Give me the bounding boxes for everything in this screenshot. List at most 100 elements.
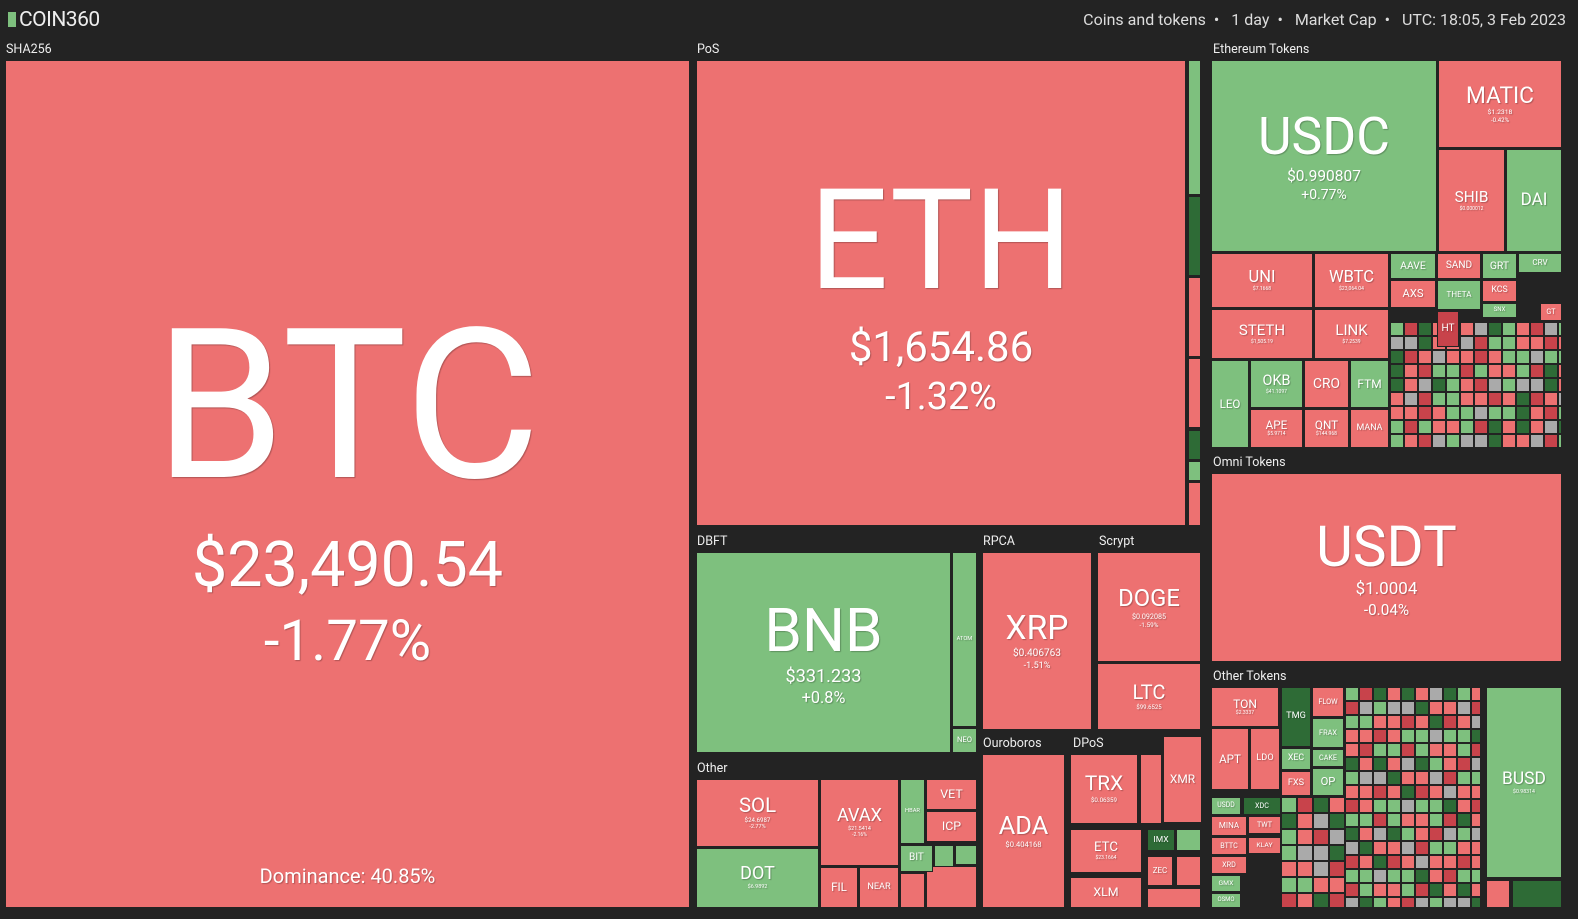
coin-tile[interactable]: DOT $6.9892 xyxy=(696,848,819,908)
coin-tile[interactable]: XLM xyxy=(1070,877,1142,908)
filler-tile xyxy=(1387,771,1401,785)
coin-tile[interactable]: TWT xyxy=(1248,816,1281,834)
coin-tile[interactable]: FRAX xyxy=(1312,718,1344,748)
coin-tile[interactable]: MATIC $1.2318 -0.42% xyxy=(1438,60,1562,148)
coin-tile[interactable]: BUSD $0.98314 xyxy=(1486,687,1562,878)
coin-tile[interactable]: GRT xyxy=(1482,253,1517,279)
coin-tile[interactable]: ICP xyxy=(926,811,977,842)
filler-tile xyxy=(1359,827,1373,841)
coin-tile[interactable]: APE $5.9714 xyxy=(1250,409,1303,448)
coin-tile[interactable]: VET xyxy=(926,779,977,810)
coin-symbol: XMR xyxy=(1169,772,1196,787)
filter-period[interactable]: 1 day xyxy=(1231,10,1270,29)
logo[interactable]: COIN360 xyxy=(8,8,100,32)
filler-tile xyxy=(1404,322,1418,336)
coin-tile[interactable]: TON $2.3337 xyxy=(1211,687,1279,727)
coin-tile[interactable]: AAVE xyxy=(1390,253,1436,279)
coin-tile[interactable]: KLAY xyxy=(1248,837,1281,854)
coin-tile[interactable]: LDO xyxy=(1250,728,1280,790)
coin-tile[interactable]: XRP $0.406763 -1.51% xyxy=(982,552,1092,730)
coin-tile[interactable]: BNB $331.233 +0.8% xyxy=(696,552,951,753)
coin-tile[interactable]: GT xyxy=(1540,303,1562,321)
coin-tile[interactable]: FXS xyxy=(1281,771,1311,796)
coin-tile[interactable]: USDC $0.990807 +0.77% xyxy=(1211,60,1437,252)
coin-symbol: USDC xyxy=(1257,105,1390,167)
coin-tile[interactable]: XEC xyxy=(1281,748,1311,770)
coin-tile[interactable]: OKB $41.1097 xyxy=(1250,360,1303,408)
filler-tile xyxy=(1443,687,1457,701)
coin-tile[interactable]: AVAX $21.5414 -2.16% xyxy=(820,779,899,866)
coin-tile[interactable]: HT xyxy=(1437,311,1459,347)
coin-tile[interactable]: OSMO xyxy=(1211,893,1241,908)
coin-tile[interactable]: SOL $24.6987 -2.77% xyxy=(696,779,819,847)
coin-symbol: HBAR xyxy=(905,808,920,815)
filler-tile xyxy=(1474,336,1488,350)
coin-tile[interactable]: UNI $7.1668 xyxy=(1211,253,1313,308)
coin-tile[interactable]: SNX xyxy=(1482,303,1517,318)
coin-symbol: FXS xyxy=(1287,777,1305,788)
coin-tile[interactable]: STETH $1,505.19 xyxy=(1211,309,1313,359)
coin-tile[interactable]: XDC xyxy=(1243,797,1281,815)
filler-tile xyxy=(1502,378,1516,392)
coin-tile[interactable]: LTC $99.6525 xyxy=(1097,663,1201,730)
coin-tile[interactable]: TRX $0.06359 xyxy=(1070,754,1138,824)
coin-tile[interactable]: IMX xyxy=(1147,829,1175,851)
filter-coins[interactable]: Coins and tokens xyxy=(1083,10,1206,29)
coin-tile[interactable]: BIT xyxy=(900,845,933,872)
filter-metric[interactable]: Market Cap xyxy=(1294,10,1377,29)
coin-tile[interactable]: XMR xyxy=(1163,736,1202,823)
coin-tile[interactable]: THETA xyxy=(1437,280,1481,310)
coin-tile[interactable]: FLOW xyxy=(1312,687,1344,717)
coin-tile[interactable]: ATOM xyxy=(952,552,977,727)
coin-symbol: SHIB xyxy=(1454,188,1489,207)
coin-tile[interactable]: TMG xyxy=(1281,687,1311,747)
coin-tile[interactable]: MANA xyxy=(1350,409,1389,448)
coin-symbol: LTC xyxy=(1132,679,1166,704)
coin-tile[interactable]: APT xyxy=(1211,728,1249,790)
coin-tile[interactable]: XRD xyxy=(1211,856,1247,874)
coin-price: $24.6987 xyxy=(744,816,771,824)
coin-tile[interactable]: OP xyxy=(1312,768,1344,796)
coin-tile[interactable]: USDD xyxy=(1211,797,1241,815)
coin-price: $0.092085 xyxy=(1132,611,1166,621)
coin-tile[interactable]: FTM xyxy=(1350,360,1389,408)
coin-tile[interactable]: SHIB $0.000012 xyxy=(1438,149,1505,252)
coin-tile[interactable]: HBAR xyxy=(900,779,925,844)
coin-tile[interactable]: SAND xyxy=(1437,253,1481,279)
coin-tile[interactable]: FIL xyxy=(820,867,858,908)
coin-tile[interactable]: WBTC $23,064.04 xyxy=(1314,253,1389,308)
filler-tile xyxy=(1281,797,1297,813)
coin-tile[interactable]: CRO xyxy=(1304,360,1349,408)
coin-tile[interactable]: USDT $1.0004 -0.04% xyxy=(1211,473,1562,662)
filler-tile xyxy=(1329,845,1345,861)
coin-price: $0.406763 xyxy=(1013,647,1061,659)
coin-tile[interactable]: NEAR xyxy=(859,867,899,908)
coin-tile[interactable]: ETC $23.1664 xyxy=(1070,829,1142,873)
filler-tile xyxy=(1474,392,1488,406)
filler-tile xyxy=(1345,869,1359,883)
coin-tile[interactable]: AXS xyxy=(1390,280,1436,308)
filler-tile xyxy=(1373,799,1387,813)
coin-tile[interactable]: KCS xyxy=(1482,280,1517,302)
coin-tile[interactable]: MINA xyxy=(1211,816,1247,836)
filler-tile xyxy=(1460,378,1474,392)
filler-tile xyxy=(1460,406,1474,420)
coin-tile[interactable]: BTC $23,490.54 -1.77% Dominance: 40.85% xyxy=(5,60,690,908)
coin-tile[interactable]: LINK $7.2539 xyxy=(1314,309,1389,359)
coin-tile[interactable]: DAI xyxy=(1506,149,1562,252)
filler-tile xyxy=(1297,861,1313,877)
coin-tile[interactable]: CAKE xyxy=(1312,749,1344,767)
coin-tile[interactable]: ADA $0.404168 xyxy=(982,754,1065,908)
coin-tile[interactable]: BTTC xyxy=(1211,837,1247,855)
coin-tile[interactable]: DOGE $0.092085 -1.59% xyxy=(1097,552,1201,662)
coin-tile[interactable]: ZEC xyxy=(1147,856,1173,886)
coin-tile[interactable]: ETH $1,654.86 -1.32% xyxy=(696,60,1186,526)
filler-tile xyxy=(1188,277,1201,357)
coin-tile[interactable]: NEO xyxy=(952,728,977,753)
coin-tile[interactable]: LEO xyxy=(1211,360,1249,448)
filler-tile xyxy=(1488,434,1502,448)
coin-tile[interactable]: CRV xyxy=(1518,253,1562,273)
coin-tile[interactable]: GMX xyxy=(1211,875,1241,892)
coin-tile[interactable]: QNT $144.968 xyxy=(1304,409,1349,448)
